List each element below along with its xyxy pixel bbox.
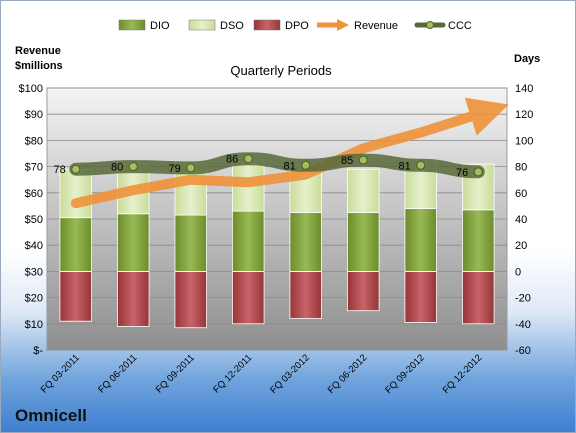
ccc-data-label: 81: [284, 160, 296, 172]
dio-bar: [232, 210, 265, 272]
left-tick-label: $90: [25, 109, 43, 121]
x-tick-label: FQ 06-2011: [96, 352, 139, 395]
dso-bar: [347, 168, 380, 213]
x-tick-label: FQ 09-2012: [383, 352, 427, 396]
revenue-layer: [70, 97, 509, 209]
left-tick-label: $-: [33, 345, 43, 357]
ccc-point: [473, 167, 483, 177]
left-axis-label-line2: $millions: [15, 60, 63, 72]
dpo-bar: [404, 270, 437, 323]
right-tick-label: 140: [515, 83, 533, 95]
x-tick-label: FQ 12-2012: [441, 352, 485, 396]
dio-bar: [347, 212, 380, 272]
ccc-line: [69, 152, 485, 179]
ccc-point: [301, 160, 311, 170]
right-tick-label: -20: [515, 293, 531, 305]
x-tick-label: FQ 06-2012: [326, 352, 370, 396]
left-tick-label: $60: [25, 188, 43, 200]
revenue-arrow: [70, 97, 509, 209]
right-tick-label: 60: [515, 188, 527, 200]
dpo-bar: [59, 270, 92, 322]
dpo-bar: [347, 270, 380, 312]
chart-title: Quarterly Periods: [230, 63, 332, 78]
left-tick-label: $20: [25, 293, 43, 305]
left-tick-label: $40: [25, 240, 43, 252]
dpo-legend-swatch: [253, 19, 281, 31]
ccc-point: [128, 162, 138, 172]
ccc-point: [416, 160, 426, 170]
right-axis-label: Days: [514, 53, 540, 65]
x-tick-label: FQ 03-2011: [39, 352, 82, 395]
legend: DIO DSO DPO Revenue CCC: [118, 19, 472, 32]
legend-label: DIO: [150, 20, 170, 32]
right-tick-label: 0: [515, 266, 521, 278]
ccc-data-label: 81: [399, 160, 411, 172]
dio-bar: [117, 213, 150, 272]
left-tick-label: $50: [25, 214, 43, 226]
dso-legend-swatch: [188, 19, 216, 31]
ccc-point: [186, 163, 196, 173]
ccc-data-label: 85: [341, 155, 353, 167]
chart: 78 80 79 86 81 85 81 76 $- $10 $20 $30 $40 $50 $60 $70…: [15, 19, 540, 396]
left-axis-ticks: $- $10 $20 $30 $40 $50 $60 $70 $80 $90 $100: [19, 83, 44, 357]
ccc-data-label: 76: [456, 167, 468, 179]
dpo-bar: [174, 270, 207, 329]
ccc-data-label: 79: [169, 163, 181, 175]
dpo-bar: [462, 270, 495, 325]
ccc-legend-marker: [426, 21, 434, 29]
dso-bar: [59, 168, 92, 219]
ccc-point: [243, 154, 253, 164]
x-tick-label: FQ 03-2012: [268, 352, 312, 396]
right-tick-label: -40: [515, 319, 531, 331]
company-name: Omnicell: [15, 406, 87, 425]
dpo-bar: [117, 270, 150, 327]
ccc-data-label: 80: [111, 162, 123, 174]
revenue-legend-arrowhead: [337, 19, 349, 31]
dio-bar: [404, 208, 437, 272]
x-axis-ticks: FQ 03-2011 FQ 06-2011 FQ 09-2011 FQ 12-2011…: [39, 352, 485, 396]
right-tick-label: 120: [515, 109, 533, 121]
x-tick-label: FQ 12-2011: [211, 352, 254, 395]
right-tick-label: 80: [515, 162, 527, 174]
right-tick-label: 40: [515, 214, 527, 226]
right-tick-label: 20: [515, 240, 527, 252]
left-axis-label-line1: Revenue: [15, 45, 61, 57]
left-tick-label: $30: [25, 266, 43, 278]
dpo-bar: [289, 270, 322, 319]
dio-bar: [174, 214, 207, 272]
right-tick-label: 100: [515, 135, 533, 147]
left-tick-label: $10: [25, 319, 43, 331]
dio-bar: [462, 209, 495, 272]
dio-legend-swatch: [118, 19, 146, 31]
dio-bar: [59, 217, 92, 272]
dpo-bar: [232, 270, 265, 325]
legend-label: Revenue: [354, 20, 398, 32]
left-tick-label: $80: [25, 135, 43, 147]
dio-bar: [289, 212, 322, 272]
ccc-data-label: 86: [226, 154, 238, 166]
ccc-point: [71, 164, 81, 174]
x-tick-label: FQ 09-2011: [154, 352, 197, 395]
legend-label: CCC: [448, 20, 472, 32]
right-tick-label: -60: [515, 345, 531, 357]
legend-label: DSO: [220, 20, 244, 32]
legend-label: DPO: [285, 20, 309, 32]
ccc-layer: 78 80 79 86 81 85 81 76: [54, 152, 485, 179]
left-tick-label: $70: [25, 162, 43, 174]
ccc-data-label: 78: [54, 164, 66, 176]
ccc-point: [358, 155, 368, 165]
right-axis-ticks: -60 -40 -20 0 20 40 60 80 100 120 140: [515, 83, 533, 357]
left-tick-label: $100: [19, 83, 43, 95]
